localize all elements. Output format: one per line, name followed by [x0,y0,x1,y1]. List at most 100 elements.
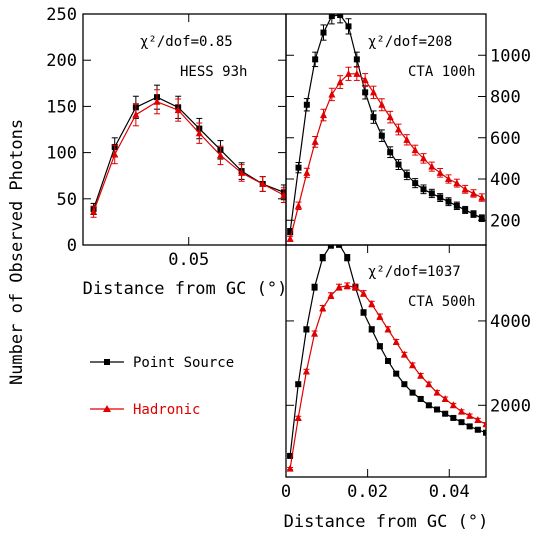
data-point-hadronic [319,304,327,312]
data-point-hadronic [327,291,335,299]
data-point-point-source [437,194,444,201]
data-point-point-source [450,414,457,421]
data-point-point-source [401,381,408,388]
data-point-point-source [295,164,302,171]
series-group [90,84,286,218]
y-tick-label: 200 [46,51,77,71]
legend-item-hadronic: Hadronic [90,402,200,418]
data-point-hadronic [436,168,444,176]
data-point-hadronic [259,180,267,188]
data-point-hadronic [458,407,466,415]
data-point-point-source [378,132,385,139]
data-point-point-source [287,452,294,459]
data-point-point-source [417,395,424,402]
data-point-point-source [478,215,485,222]
x-tick-label: 0.02 [347,482,388,502]
data-point-hadronic [370,88,377,96]
y-tick-label: 800 [490,88,521,108]
exposure-annotation: HESS 93h [180,64,247,80]
data-point-hadronic [409,361,417,369]
y-tick-label: 200 [490,211,521,231]
panel-cta-500h: 2000 4000 0 0.02 0.04 χ²/dof=1037 CTA 500h [281,244,531,502]
data-point-hadronic [360,289,368,297]
y-tick-label: 50 [57,190,77,210]
panel-hess: 0 50 100 150 200 250 0.05 χ²/dof=0.85 HESS 93h [46,5,287,270]
exposure-annotation: CTA 500h [408,294,475,310]
data-point-point-source [434,406,441,413]
data-point-point-source [353,56,360,63]
data-point-hadronic [376,312,384,320]
data-point-hadronic [353,69,361,77]
data-point-point-source [425,402,432,409]
data-point-hadronic [302,367,310,375]
chi2-annotation: χ²/dof=208 [368,34,452,50]
x-axis-title-bottom: Distance from GC (°) [284,512,489,532]
series-group [286,14,486,242]
legend-marker-triangle [103,405,111,412]
data-point-point-source [453,202,460,209]
data-point-hadronic [482,420,486,428]
data-point-point-source [474,426,481,433]
data-point-hadronic [474,416,482,424]
data-point-hadronic [286,234,294,242]
data-point-hadronic [361,76,369,83]
data-point-hadronic [238,168,246,176]
data-point-point-source [337,14,344,19]
data-point-point-source [393,370,400,377]
data-point-hadronic [378,100,386,108]
data-point-point-source [428,190,435,197]
data-point-point-source [362,89,369,96]
data-point-point-source [387,149,394,156]
data-point-point-source [370,114,377,121]
data-point-point-source [336,245,343,248]
data-point-point-source [312,56,319,63]
plot-frame [285,244,487,478]
data-point-hadronic [453,179,461,187]
data-point-point-source [303,326,310,333]
y-axis-title: Number of Observed Photons [7,119,27,385]
data-point-hadronic [132,110,140,118]
data-point-hadronic [417,371,425,379]
data-point-point-source [462,206,469,213]
x-tick-label: 0 [281,482,291,502]
data-point-point-source [442,410,449,417]
data-point-point-source [470,211,477,218]
data-point-hadronic [478,193,486,201]
data-point-hadronic [445,175,452,182]
data-point-hadronic [153,97,161,105]
data-point-point-source [303,101,310,108]
data-point-point-source [420,186,427,193]
series-line-point-source [93,96,285,210]
legend-label-point-source: Point Source [133,355,234,371]
data-point-hadronic [111,150,119,158]
y-tick-label: 400 [490,170,521,190]
exposure-annotation: CTA 100h [408,64,475,80]
series-line-hadronic [289,285,486,469]
data-point-point-source [483,429,486,436]
data-point-point-source [320,29,327,36]
data-point-point-source [295,381,302,388]
data-point-point-source [409,389,416,396]
data-point-hadronic [345,69,352,77]
data-point-hadronic [295,201,302,209]
legend-marker-square [104,359,110,365]
data-point-hadronic [195,129,203,137]
x-tick-label: 0.05 [168,250,209,270]
data-point-hadronic [400,350,408,358]
data-point-point-source [328,14,335,20]
data-point-hadronic [449,401,457,409]
y-tick-label: 600 [490,129,521,149]
series-line-hadronic [289,73,483,239]
data-point-point-source [403,171,410,178]
chi2-annotation: χ²/dof=0.85 [140,34,233,50]
data-point-hadronic [470,189,477,197]
data-point-hadronic [403,135,411,143]
data-point-hadronic [343,281,351,289]
data-point-hadronic [311,329,319,337]
data-point-point-source [287,228,294,235]
legend-item-point-source: Point Source [90,355,234,371]
data-point-point-source [395,161,402,168]
data-point-point-source [412,180,419,187]
data-point-hadronic [336,78,344,86]
